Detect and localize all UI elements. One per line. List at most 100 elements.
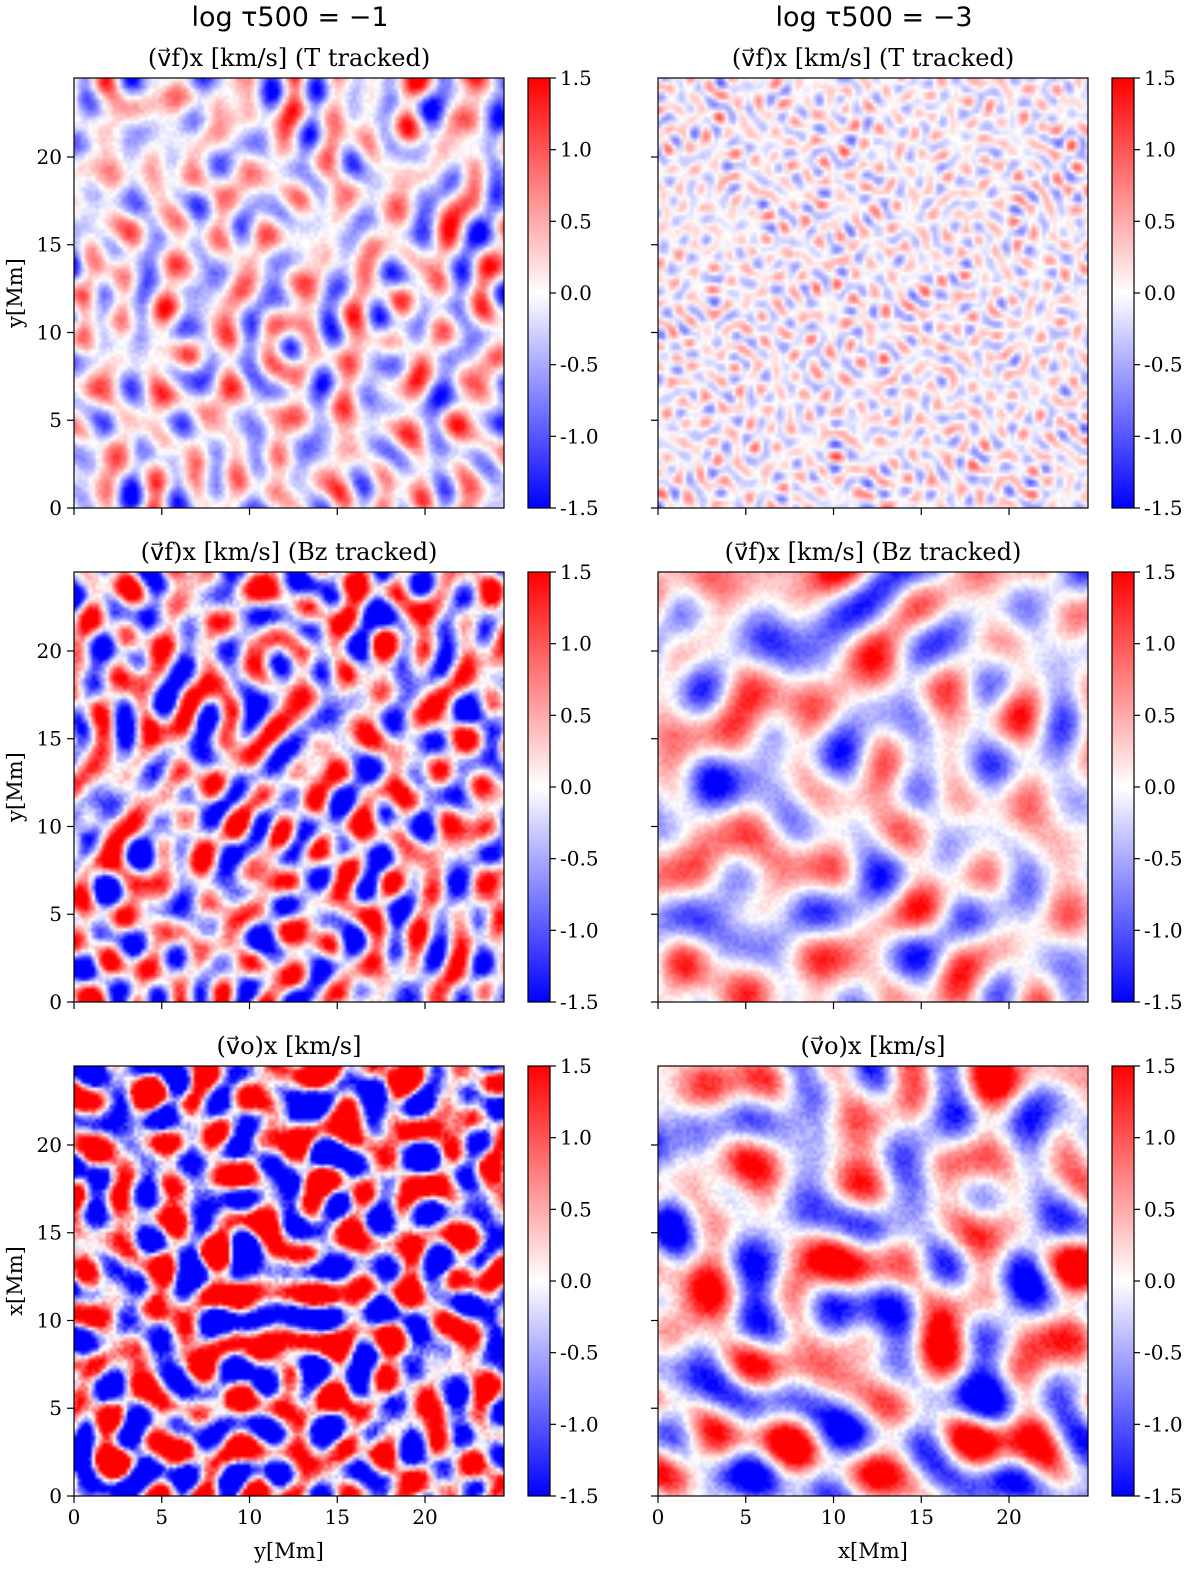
y-tick-label: 10 — [37, 1308, 62, 1332]
colorbar-tick-label: -1.5 — [560, 496, 599, 520]
colorbar-tick-label: -1.5 — [1144, 496, 1183, 520]
colorbar-tick-label: 0.5 — [1144, 1197, 1176, 1221]
colorbar-tick-label: -1.0 — [560, 918, 599, 942]
colorbar — [1112, 78, 1134, 508]
panel-1: (v⃗f)x [km/s] (T tracked) 0 5 10 15 20 y[Mm] 1.… — [3, 44, 599, 520]
colorbar-tick-label: 1.5 — [560, 66, 592, 90]
x-tick-label: 0 — [652, 1505, 665, 1529]
x-axis-label: x[Mm] — [838, 1539, 908, 1563]
y-tick-label: 20 — [37, 145, 62, 169]
colorbar-tick-label: 0.5 — [560, 1197, 592, 1221]
plot-frame — [657, 571, 1089, 1003]
colorbar-tick-label: 1.0 — [1144, 632, 1176, 656]
panel-4: (v⃗f)x [km/s] (Bz tracked) 1.5 1.0 0.5 0.0 -0… — [651, 538, 1183, 1014]
panel-title: (v⃗f)x [km/s] (T tracked) — [148, 44, 430, 72]
colorbar-tick-label: 1.0 — [560, 1126, 592, 1150]
colorbar-tick-label: 1.5 — [1144, 66, 1176, 90]
colorbar-tick-label: 0.5 — [1144, 703, 1176, 727]
y-tick-label: 5 — [49, 1396, 62, 1420]
colorbar-tick-label: -1.0 — [1144, 918, 1183, 942]
y-axis-label: y[Mm] — [3, 258, 27, 329]
colorbar-tick-label: 0.0 — [560, 775, 592, 799]
panel-title: (v⃗f)x [km/s] (T tracked) — [732, 44, 1014, 72]
panel-title: (v⃗f)x [km/s] (Bz tracked) — [725, 538, 1022, 566]
colorbar-tick-label: 0.0 — [1144, 1269, 1176, 1293]
colorbar-tick-label: -1.5 — [1144, 1484, 1183, 1508]
panel-title: (v⃗o)x [km/s] — [801, 1032, 946, 1060]
x-tick-label: 0 — [68, 1505, 81, 1529]
colorbar-tick-label: -1.0 — [1144, 1412, 1183, 1436]
heatmap-image — [658, 572, 1088, 1002]
y-axis-label: y[Mm] — [3, 752, 27, 823]
colorbar-tick-label: -1.0 — [560, 1412, 599, 1436]
heatmap-image — [74, 572, 504, 1002]
x-tick-label: 5 — [739, 1505, 752, 1529]
panel-3: (v⃗f)x [km/s] (Bz tracked) 0 5 10 15 20 y[Mm] 1… — [3, 538, 599, 1014]
colorbar-tick-label: 0.5 — [560, 703, 592, 727]
colorbar — [1112, 572, 1134, 1002]
colorbar-tick-label: -1.5 — [560, 1484, 599, 1508]
panel-title: (v⃗o)x [km/s] — [217, 1032, 362, 1060]
x-tick-label: 15 — [909, 1505, 934, 1529]
y-tick-label: 0 — [49, 1484, 62, 1508]
y-axis-label: x[Mm] — [3, 1246, 27, 1316]
colorbar-tick-label: 1.0 — [1144, 1126, 1176, 1150]
colorbar — [528, 572, 550, 1002]
y-tick-label: 5 — [49, 408, 62, 432]
colorbar — [528, 78, 550, 508]
y-tick-label: 10 — [37, 814, 62, 838]
colorbar-tick-label: 1.5 — [560, 1054, 592, 1078]
plot-frame — [73, 1065, 505, 1497]
colorbar-tick-label: -0.5 — [1144, 353, 1183, 377]
plot-frame — [73, 571, 505, 1003]
colorbar-tick-label: -1.5 — [560, 990, 599, 1014]
panel-2: (v⃗f)x [km/s] (T tracked) 1.5 1.0 0.5 0.0 -0.… — [651, 44, 1183, 520]
colorbar-tick-label: -1.0 — [1144, 424, 1183, 448]
colorbar-tick-label: 0.0 — [1144, 775, 1176, 799]
column-title-left: log τ500 = −1 — [191, 2, 388, 33]
colorbar-tick-label: 1.0 — [560, 632, 592, 656]
colorbar-tick-label: 1.5 — [1144, 1054, 1176, 1078]
column-title-right: log τ500 = −3 — [775, 2, 972, 33]
y-tick-label: 10 — [37, 320, 62, 344]
colorbar-tick-label: 0.5 — [560, 209, 592, 233]
heatmap-image — [74, 78, 504, 508]
panel-5: (v⃗o)x [km/s] 0 5 10 15 20 0 5 10 15 20 x[Mm] y[Mm] 1… — [3, 1032, 599, 1563]
panel-6: (v⃗o)x [km/s] 0 5 10 15 20 x[Mm] 1.5 1.0 0.5 0.0 -0… — [651, 1032, 1183, 1563]
y-tick-label: 20 — [37, 1133, 62, 1157]
x-tick-label: 10 — [237, 1505, 262, 1529]
colorbar-tick-label: -0.5 — [560, 1341, 599, 1365]
y-tick-label: 15 — [37, 233, 62, 257]
x-tick-label: 20 — [996, 1505, 1021, 1529]
colorbar-tick-label: 0.0 — [560, 281, 592, 305]
colorbar-tick-label: 1.5 — [1144, 560, 1176, 584]
colorbar — [528, 1066, 550, 1496]
colorbar-tick-label: 0.0 — [560, 1269, 592, 1293]
colorbar-tick-label: 0.0 — [1144, 281, 1176, 305]
colorbar-tick-label: 1.0 — [560, 138, 592, 162]
colorbar-tick-label: -0.5 — [560, 353, 599, 377]
y-tick-label: 0 — [49, 496, 62, 520]
heatmap-image — [658, 1066, 1088, 1496]
panel-title: (v⃗f)x [km/s] (Bz tracked) — [141, 538, 438, 566]
plot-frame — [657, 1065, 1089, 1497]
x-tick-label: 10 — [821, 1505, 846, 1529]
y-tick-label: 0 — [49, 990, 62, 1014]
colorbar-tick-label: 0.5 — [1144, 209, 1176, 233]
colorbar-tick-label: -0.5 — [1144, 847, 1183, 871]
y-tick-label: 15 — [37, 727, 62, 751]
x-tick-label: 5 — [155, 1505, 168, 1529]
plot-frame — [73, 77, 505, 509]
y-tick-label: 20 — [37, 639, 62, 663]
x-axis-label: y[Mm] — [253, 1539, 324, 1563]
y-tick-label: 15 — [37, 1221, 62, 1245]
colorbar-tick-label: -1.0 — [560, 424, 599, 448]
x-tick-label: 15 — [325, 1505, 350, 1529]
x-tick-label: 20 — [412, 1505, 437, 1529]
heatmap-image — [74, 1066, 504, 1496]
colorbar-tick-label: 1.0 — [1144, 138, 1176, 162]
colorbar-tick-label: -0.5 — [1144, 1341, 1183, 1365]
colorbar-tick-label: -1.5 — [1144, 990, 1183, 1014]
y-tick-label: 5 — [49, 902, 62, 926]
